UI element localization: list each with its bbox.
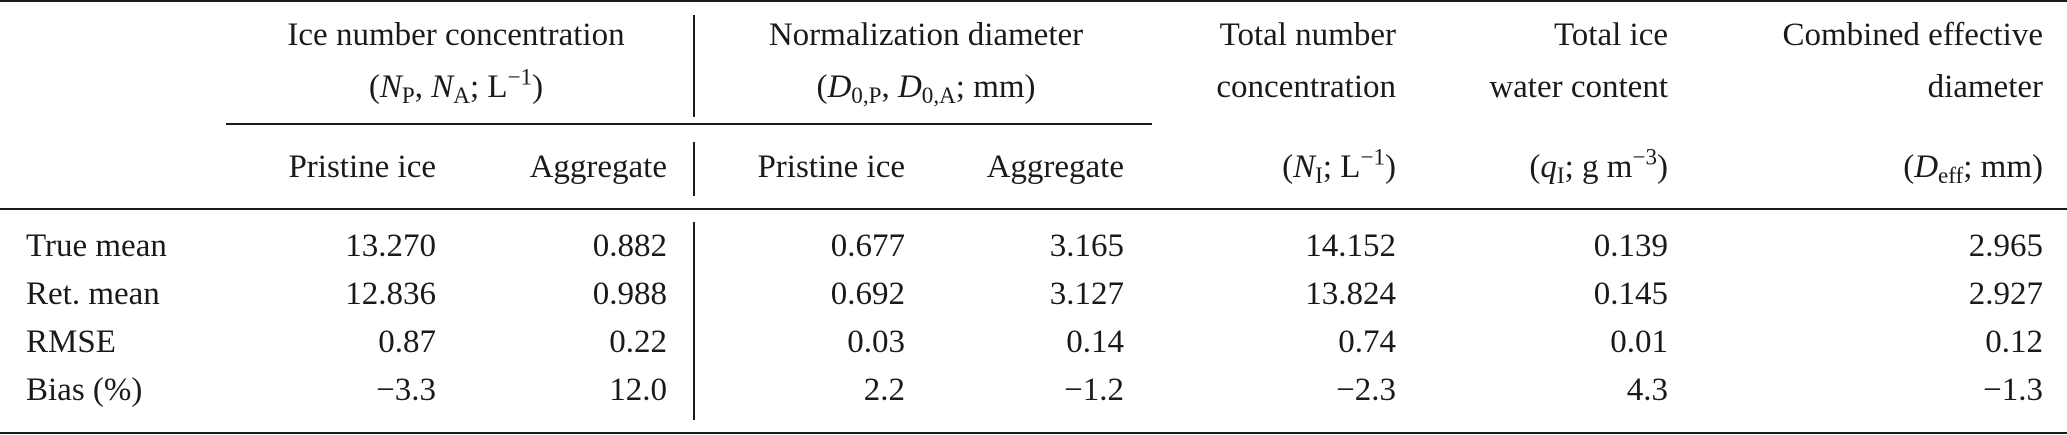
unit-text: ; mm) — [1963, 149, 2043, 185]
group-underline — [226, 123, 1152, 125]
cell-total-number: 0.74 — [1338, 324, 1396, 360]
superscript: −3 — [1632, 143, 1657, 170]
subheader-pristine-ice-2: Pristine ice — [757, 149, 905, 185]
subscript-0a: 0,A — [921, 81, 956, 108]
ice-number-header-units: (NP, NA; L−1) — [226, 65, 686, 108]
cell-aggregate-diameter: 0.14 — [1066, 324, 1124, 360]
paren: ( — [816, 69, 828, 105]
cell-pristine-ice-number: 12.836 — [345, 276, 436, 312]
subscript-eff: eff — [1938, 161, 1964, 188]
comma: , — [881, 69, 898, 105]
superscript: −1 — [507, 63, 533, 90]
subheader-separator — [693, 142, 695, 196]
subscript-0p: 0,P — [851, 81, 882, 108]
symbol-n: N — [431, 69, 454, 105]
paren: ) — [532, 69, 544, 105]
subheader-aggregate-2: Aggregate — [986, 149, 1124, 185]
cell-aggregate-number: 0.988 — [592, 276, 667, 312]
unit-text: ; L — [1322, 149, 1361, 185]
ice-number-header-line1: Ice number concentration — [287, 17, 625, 53]
paren: ) — [1385, 149, 1396, 185]
normalization-header: Normalization diameter — [700, 15, 1152, 55]
row-label: RMSE — [26, 324, 116, 360]
cell-total-iwc: 0.139 — [1593, 228, 1668, 264]
total-number-header-units: (NI; L−1) — [1160, 145, 1396, 188]
row-label: Ret. mean — [26, 276, 160, 312]
cell-total-iwc: 4.3 — [1626, 372, 1668, 408]
total-iwc-header-line1: Total ice — [1553, 17, 1668, 53]
symbol-d: D — [897, 69, 922, 105]
cell-total-number: 14.152 — [1305, 228, 1396, 264]
paren: ( — [1529, 149, 1541, 185]
subscript-a: A — [453, 81, 470, 108]
cell-effective-diameter: 0.12 — [1985, 324, 2043, 360]
effective-diameter-header-units: (Deff; mm) — [1690, 147, 2043, 187]
cell-effective-diameter: 2.965 — [1968, 228, 2043, 264]
cell-pristine-ice-number: −3.3 — [376, 372, 436, 408]
cell-effective-diameter: 2.927 — [1968, 276, 2043, 312]
symbol-q: q — [1540, 149, 1557, 185]
cell-aggregate-number: 0.22 — [609, 324, 667, 360]
cell-pristine-ice-diameter: 2.2 — [863, 372, 905, 408]
symbol-d: D — [827, 69, 852, 105]
normalization-header-line1: Normalization diameter — [768, 17, 1084, 53]
effective-diameter-header-line2: diameter — [1927, 69, 2043, 105]
cell-total-iwc: 0.145 — [1593, 276, 1668, 312]
cell-aggregate-number: 0.882 — [592, 228, 667, 264]
subscript-p: P — [401, 81, 415, 108]
effective-diameter-header-line1: Combined effective — [1782, 17, 2043, 53]
cell-aggregate-diameter: 3.165 — [1049, 228, 1124, 264]
unit-text: ; L — [469, 69, 508, 105]
bottom-rule — [0, 432, 2067, 434]
total-number-header-line1: Total number — [1219, 17, 1396, 53]
cell-aggregate-diameter: 3.127 — [1049, 276, 1124, 312]
symbol-n: N — [379, 69, 402, 105]
paren: ) — [1657, 149, 1668, 185]
paren: ( — [368, 69, 380, 105]
header-bottom-rule — [0, 208, 2067, 210]
cell-pristine-ice-number: 13.270 — [345, 228, 436, 264]
cell-effective-diameter: −1.3 — [1983, 372, 2043, 408]
subheader-pristine-ice-1: Pristine ice — [288, 149, 436, 185]
cell-pristine-ice-diameter: 0.677 — [830, 228, 905, 264]
cell-pristine-ice-number: 0.87 — [378, 324, 436, 360]
subscript-i: I — [1556, 161, 1565, 188]
superscript: −1 — [1360, 143, 1385, 170]
paren: ( — [1282, 149, 1294, 185]
ice-number-header: Ice number concentration — [226, 15, 686, 55]
row-label: Bias (%) — [26, 372, 143, 408]
normalization-header-units: (D0,P, D0,A; mm) — [700, 67, 1152, 107]
cell-total-iwc: 0.01 — [1610, 324, 1668, 360]
symbol-d: D — [1914, 149, 1939, 185]
cell-pristine-ice-diameter: 0.03 — [847, 324, 905, 360]
body-separator — [693, 222, 695, 420]
cell-aggregate-diameter: −1.2 — [1064, 372, 1124, 408]
unit-text: ; mm) — [955, 69, 1036, 105]
group-separator-top — [693, 15, 695, 117]
comma: , — [414, 69, 432, 105]
cell-pristine-ice-diameter: 0.692 — [830, 276, 905, 312]
total-iwc-header-units: (qI; g m−3) — [1410, 145, 1668, 188]
cell-total-number: −2.3 — [1336, 372, 1396, 408]
total-number-header-line2: concentration — [1216, 69, 1396, 105]
row-label: True mean — [26, 228, 167, 264]
subheader-aggregate-1: Aggregate — [529, 149, 667, 185]
unit-text: ; g m — [1564, 149, 1633, 185]
symbol-n: N — [1293, 149, 1316, 185]
total-iwc-header-line2: water content — [1489, 69, 1668, 105]
subscript-i: I — [1315, 161, 1323, 188]
cell-aggregate-number: 12.0 — [609, 372, 667, 408]
top-rule — [0, 0, 2067, 2]
paren: ( — [1903, 149, 1915, 185]
cell-total-number: 13.824 — [1305, 276, 1396, 312]
